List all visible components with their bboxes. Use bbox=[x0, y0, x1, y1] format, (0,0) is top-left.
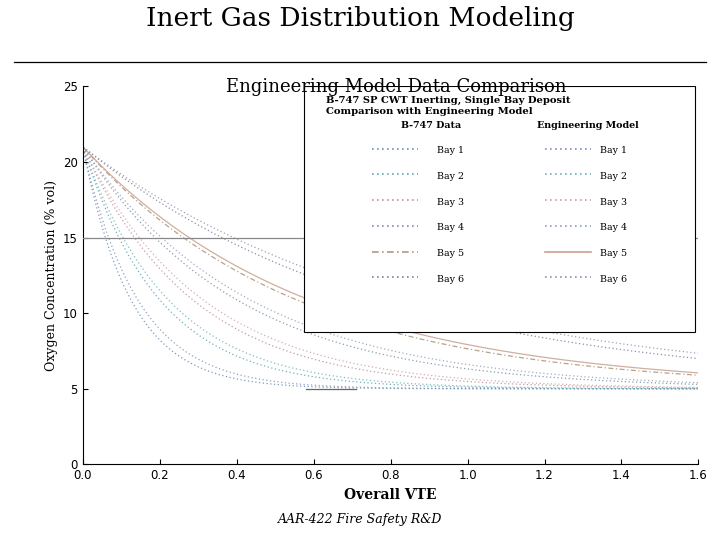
Text: Bay 3: Bay 3 bbox=[437, 198, 464, 207]
FancyBboxPatch shape bbox=[305, 86, 696, 332]
Text: Bay 6: Bay 6 bbox=[600, 275, 627, 284]
Text: Inert Gas Distribution Modeling: Inert Gas Distribution Modeling bbox=[145, 5, 575, 31]
Y-axis label: Oxygen Concentration (% vol): Oxygen Concentration (% vol) bbox=[45, 180, 58, 371]
Text: Bay 4: Bay 4 bbox=[600, 223, 627, 232]
Text: Engineering Model: Engineering Model bbox=[536, 121, 639, 130]
Text: Bay 3: Bay 3 bbox=[600, 198, 627, 207]
Text: Comparison with Engineering Model: Comparison with Engineering Model bbox=[326, 107, 533, 116]
Text: Bay 1: Bay 1 bbox=[600, 146, 627, 155]
Text: AAR-422 Fire Safety R&D: AAR-422 Fire Safety R&D bbox=[278, 514, 442, 526]
Text: B-747 Data: B-747 Data bbox=[400, 121, 461, 130]
Text: Bay 4: Bay 4 bbox=[437, 223, 464, 232]
Text: Bay 2: Bay 2 bbox=[437, 172, 464, 181]
Text: Bay 5: Bay 5 bbox=[600, 249, 627, 258]
Text: Bay 2: Bay 2 bbox=[600, 172, 627, 181]
Text: Bay 1: Bay 1 bbox=[437, 146, 464, 155]
Text: Engineering Model Data Comparison: Engineering Model Data Comparison bbox=[226, 78, 566, 96]
X-axis label: Overall VTE: Overall VTE bbox=[344, 488, 437, 502]
Text: Bay 6: Bay 6 bbox=[437, 275, 464, 284]
Text: Bay 5: Bay 5 bbox=[437, 249, 464, 258]
Text: B-747 SP CWT Inerting, Single Bay Deposit: B-747 SP CWT Inerting, Single Bay Deposi… bbox=[326, 96, 570, 105]
